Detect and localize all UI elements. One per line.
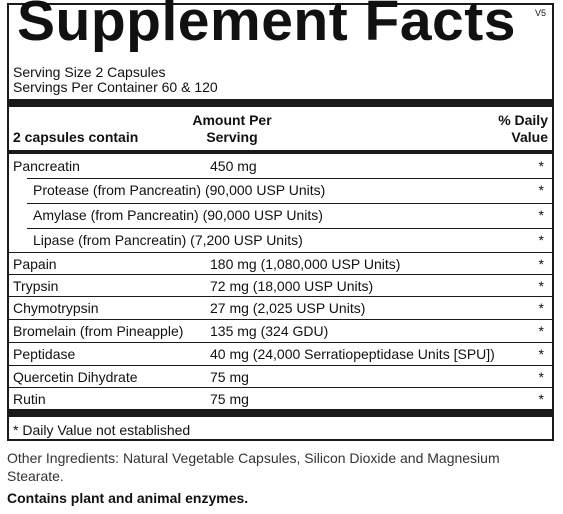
ingredient-row: Quercetin Dihydrate 75 mg * xyxy=(13,366,548,389)
supplement-facts-panel: Supplement Facts V5 Serving Size 2 Capsu… xyxy=(7,0,554,441)
row-divider xyxy=(9,296,552,297)
ingredient-daily-value: * xyxy=(538,232,544,248)
ingredient-name: Rutin xyxy=(13,391,46,407)
panel-title: Supplement Facts xyxy=(17,0,516,53)
ingredient-amount: 450 mg xyxy=(210,158,257,174)
ingredient-row: Pancreatin 450 mg * xyxy=(13,155,548,178)
row-divider xyxy=(9,319,552,320)
ingredient-row: Rutin 75 mg * xyxy=(13,388,548,411)
row-divider xyxy=(9,342,552,343)
servings-per-container: Servings Per Container 60 & 120 xyxy=(13,79,218,95)
ingredient-daily-value: * xyxy=(538,323,544,339)
thick-divider-bottom xyxy=(9,409,552,417)
row-divider xyxy=(27,178,552,179)
ingredient-daily-value: * xyxy=(538,182,544,198)
ingredient-row: Lipase (from Pancreatin) (7,200 USP Unit… xyxy=(13,229,548,252)
ingredient-daily-value: * xyxy=(538,346,544,362)
serving-size: Serving Size 2 Capsules xyxy=(13,64,166,80)
ingredient-name: Chymotrypsin xyxy=(13,300,99,316)
ingredient-amount: 75 mg xyxy=(210,369,249,385)
ingredient-amount: 27 mg (2,025 USP Units) xyxy=(210,300,366,316)
ingredient-daily-value: * xyxy=(538,391,544,407)
ingredient-name: Protease (from Pancreatin) (90,000 USP U… xyxy=(33,182,326,198)
ingredient-amount: 135 mg (324 GDU) xyxy=(210,323,329,339)
ingredient-row: Amylase (from Pancreatin) (90,000 USP Un… xyxy=(13,204,548,227)
row-divider xyxy=(9,387,552,388)
ingredient-daily-value: * xyxy=(538,207,544,223)
ingredient-row: Chymotrypsin 27 mg (2,025 USP Units) * xyxy=(13,297,548,320)
header-amount: Amount Per Serving xyxy=(187,112,277,146)
ingredient-row: Protease (from Pancreatin) (90,000 USP U… xyxy=(13,179,548,202)
ingredient-daily-value: * xyxy=(538,300,544,316)
header-dv-line2: Value xyxy=(511,129,548,145)
ingredient-row: Papain 180 mg (1,080,000 USP Units) * xyxy=(13,253,548,276)
row-divider xyxy=(9,252,552,253)
footnote: * Daily Value not established xyxy=(13,422,191,438)
ingredient-daily-value: * xyxy=(538,278,544,294)
other-ingredients: Other Ingredients: Natural Vegetable Cap… xyxy=(7,450,500,484)
ingredient-amount: 75 mg xyxy=(210,391,249,407)
row-divider xyxy=(27,228,552,229)
ingredient-name: Bromelain (from Pineapple) xyxy=(13,323,184,339)
ingredient-amount: 40 mg (24,000 Serratiopeptidase Units [S… xyxy=(210,346,495,362)
header-amount-line2: Serving xyxy=(206,129,258,145)
row-divider xyxy=(9,274,552,275)
ingredient-name: Pancreatin xyxy=(13,158,80,174)
header-daily-value: % Daily Value xyxy=(498,112,548,146)
header-dv-line1: % Daily xyxy=(498,112,548,128)
ingredient-name: Papain xyxy=(13,256,57,272)
ingredient-amount: 72 mg (18,000 USP Units) xyxy=(210,278,374,294)
row-divider xyxy=(9,365,552,366)
thick-divider-header xyxy=(9,150,552,154)
header-amount-line1: Amount Per xyxy=(192,112,272,128)
ingredient-row: Peptidase 40 mg (24,000 Serratiopeptidase… xyxy=(13,343,548,366)
ingredient-name: Amylase (from Pancreatin) (90,000 USP Un… xyxy=(33,207,323,223)
ingredient-daily-value: * xyxy=(538,158,544,174)
header-contain: 2 capsules contain xyxy=(13,129,139,145)
ingredient-name: Peptidase xyxy=(13,346,76,362)
ingredient-amount: 180 mg (1,080,000 USP Units) xyxy=(210,256,401,272)
row-divider xyxy=(27,203,552,204)
ingredient-name: Lipase (from Pancreatin) (7,200 USP Unit… xyxy=(33,232,303,248)
ingredient-daily-value: * xyxy=(538,256,544,272)
ingredient-row: Bromelain (from Pineapple) 135 mg (324 GD… xyxy=(13,320,548,343)
ingredient-name: Trypsin xyxy=(13,278,59,294)
ingredient-row: Trypsin 72 mg (18,000 USP Units) * xyxy=(13,275,548,298)
ingredient-daily-value: * xyxy=(538,369,544,385)
allergen-statement: Contains plant and animal enzymes. xyxy=(7,490,249,506)
thick-divider-top xyxy=(9,99,552,107)
ingredient-name: Quercetin Dihydrate xyxy=(13,369,138,385)
version-label: V5 xyxy=(534,8,546,18)
